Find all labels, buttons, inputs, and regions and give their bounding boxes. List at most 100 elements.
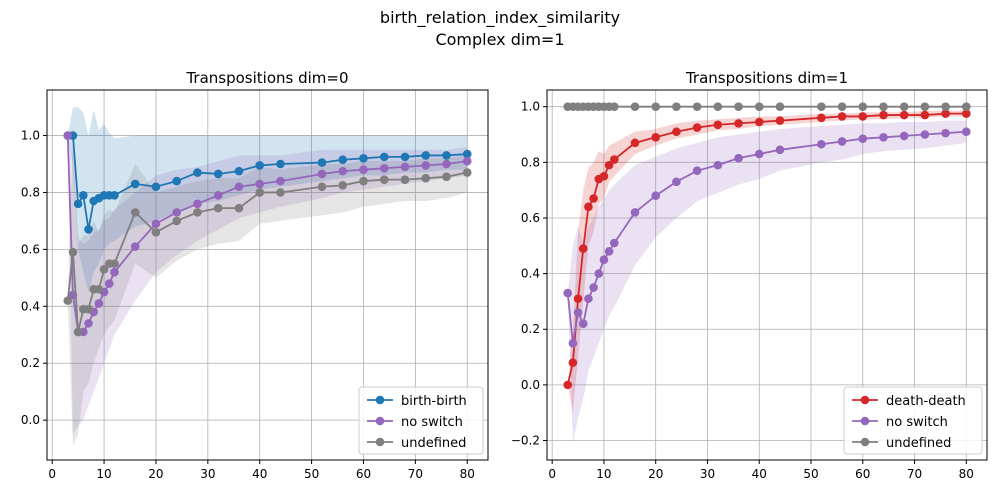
- data-point: [578, 244, 588, 253]
- data-point: [879, 102, 888, 111]
- data-point: [692, 166, 702, 175]
- y-tick-label: 0.6: [21, 242, 40, 256]
- legend-box: [358, 386, 484, 455]
- data-point: [338, 155, 348, 165]
- data-point: [79, 191, 88, 200]
- data-point: [630, 138, 640, 148]
- data-point: [630, 208, 640, 217]
- y-tick-label: 0.6: [521, 211, 540, 225]
- data-point: [817, 102, 826, 111]
- x-tick-label: 0: [548, 467, 556, 481]
- data-point: [421, 173, 431, 183]
- data-point: [234, 182, 244, 192]
- data-point: [672, 102, 681, 111]
- data-point: [104, 279, 114, 288]
- data-point: [151, 182, 161, 192]
- data-point: [234, 166, 244, 176]
- data-point: [99, 265, 109, 274]
- y-tick-label: 0.2: [21, 356, 40, 370]
- data-point: [400, 162, 410, 172]
- y-tick-label: 0.4: [521, 267, 540, 281]
- data-point: [584, 202, 593, 212]
- x-tick-label: 70: [408, 467, 423, 481]
- confidence-band-no-switch: [67, 135, 468, 435]
- axes-frame-dim1: [546, 89, 988, 461]
- data-point: [651, 132, 661, 142]
- data-point: [442, 159, 451, 169]
- data-point: [110, 191, 119, 200]
- data-point: [379, 152, 389, 162]
- data-point: [255, 188, 265, 197]
- confidence-band-undefined: [67, 135, 468, 446]
- confidence-band-birth-birth: [67, 107, 468, 293]
- data-point: [68, 247, 78, 257]
- data-point: [84, 225, 93, 234]
- data-point: [317, 169, 327, 179]
- data-point: [151, 219, 161, 229]
- legend-label: no switch: [886, 415, 948, 430]
- data-point: [837, 112, 847, 121]
- data-point: [172, 216, 182, 226]
- x-tick-label: 50: [803, 467, 818, 481]
- x-tick-label: 30: [200, 467, 215, 481]
- data-point: [130, 179, 140, 189]
- x-tick-label: 30: [700, 467, 715, 481]
- data-point: [713, 120, 723, 130]
- legend-marker: [375, 437, 385, 447]
- legend-item: undefined: [852, 436, 951, 451]
- x-tick-label: 70: [907, 467, 922, 481]
- x-tick-label: 80: [460, 467, 475, 481]
- data-point: [609, 155, 619, 164]
- data-point: [713, 160, 723, 170]
- legend-label: undefined: [886, 436, 951, 451]
- data-point: [837, 137, 847, 146]
- data-point: [213, 203, 223, 213]
- data-point: [84, 319, 93, 328]
- data-point: [421, 151, 431, 160]
- data-point: [462, 168, 472, 177]
- data-point: [941, 109, 950, 118]
- data-point: [692, 123, 702, 132]
- legend-box: [843, 386, 983, 455]
- series-markers-death-death: [563, 109, 971, 390]
- series-markers-birth-birth: [63, 131, 472, 234]
- data-point: [73, 199, 83, 209]
- y-tick-label: 0.4: [21, 299, 40, 313]
- data-point: [672, 177, 681, 187]
- data-point: [920, 110, 930, 120]
- data-point: [858, 112, 868, 121]
- data-point: [899, 131, 909, 141]
- data-point: [110, 259, 119, 268]
- legend-marker: [860, 395, 870, 405]
- data-point: [961, 127, 971, 137]
- series-markers-undefined: [63, 168, 472, 337]
- data-point: [775, 145, 785, 155]
- data-point: [442, 151, 451, 160]
- data-point: [193, 168, 202, 177]
- data-point: [941, 102, 950, 111]
- data-point: [63, 296, 73, 305]
- y-tick-label: 1.0: [521, 100, 540, 114]
- data-point: [672, 127, 681, 137]
- data-point: [858, 134, 868, 143]
- data-point: [754, 117, 764, 127]
- data-point: [234, 203, 244, 213]
- data-point: [110, 267, 119, 277]
- data-point: [255, 179, 265, 189]
- data-point: [317, 182, 327, 192]
- data-point: [63, 131, 73, 140]
- legend-dim0: birth-birth no switch undefined: [358, 386, 484, 455]
- data-point: [130, 242, 140, 251]
- data-point: [651, 191, 661, 201]
- axes-title-dim0: Transpositions dim=0: [185, 69, 348, 87]
- data-point: [754, 149, 764, 159]
- y-tick-label: 0.8: [21, 185, 40, 199]
- data-point: [879, 110, 888, 120]
- data-point: [276, 176, 285, 186]
- data-point: [172, 176, 182, 186]
- data-point: [858, 102, 868, 111]
- x-tick-label: 10: [96, 467, 111, 481]
- data-point: [734, 102, 743, 111]
- y-tick-label: 0.8: [521, 155, 540, 169]
- data-point: [338, 166, 348, 176]
